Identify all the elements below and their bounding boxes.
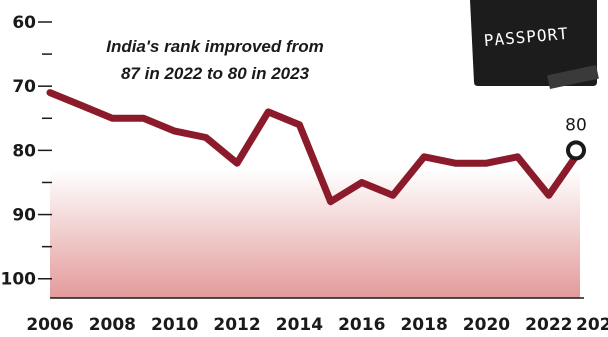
- y-tick-label: 70: [12, 77, 36, 97]
- plot-gradient-area: [50, 169, 580, 298]
- data-point: [360, 181, 363, 184]
- x-tick-label: 2008: [89, 315, 136, 335]
- x-tick-label: 2012: [213, 315, 260, 335]
- x-tick-label: 2016: [338, 315, 385, 335]
- data-point: [173, 130, 176, 133]
- data-point: [547, 194, 550, 197]
- data-point: [454, 162, 457, 165]
- annotation-line-2: 87 in 2022 to 80 in 2023: [121, 64, 310, 83]
- x-tick-label: 2010: [151, 315, 198, 335]
- x-tick-label: 2023: [576, 315, 608, 335]
- series-line: [46, 89, 584, 206]
- annotation-line-1: India's rank improved from: [106, 37, 324, 56]
- data-point: [142, 117, 145, 120]
- data-point: [80, 104, 83, 107]
- data-point: [423, 155, 426, 158]
- data-point: [111, 117, 114, 120]
- x-tick-label: 2018: [400, 315, 447, 335]
- y-tick-label: 80: [12, 141, 36, 161]
- data-point: [204, 136, 207, 139]
- highlight-marker: [566, 140, 586, 161]
- data-point: [49, 91, 51, 94]
- data-point: [391, 194, 394, 197]
- x-tick-label: 2022: [525, 315, 572, 335]
- y-tick-label: 90: [12, 206, 36, 226]
- highlight-value-label: 80: [565, 115, 587, 135]
- x-tick-label: 2006: [26, 315, 73, 335]
- data-point: [485, 162, 488, 165]
- data-point: [329, 200, 332, 203]
- y-tick-label: 100: [1, 270, 37, 290]
- x-tick-label: 2020: [463, 315, 510, 335]
- passport-icon: PASSPORT: [470, 0, 599, 90]
- data-point: [298, 123, 301, 126]
- data-point: [267, 110, 270, 113]
- x-tick-label: 2014: [276, 315, 323, 335]
- y-tick-label: 60: [12, 13, 36, 33]
- data-point: [236, 162, 239, 165]
- data-point: [516, 155, 519, 158]
